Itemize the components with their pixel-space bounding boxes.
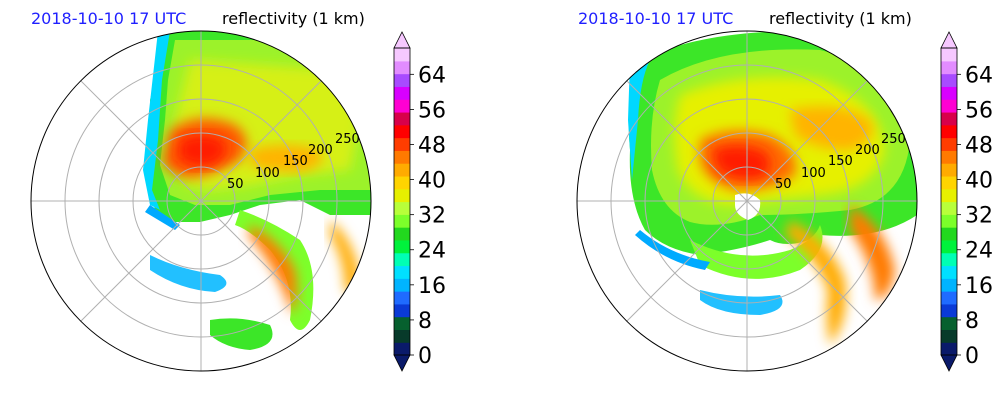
colorbar-tick-label: 16 [418,274,446,299]
colorbar-segment [394,175,410,190]
panel-right-ring-labels: 50 100 150 200 250 [775,132,906,192]
colorbar-segment [394,265,410,279]
panel-right-colorbar: 0 8 16 24 32 40 48 56 64 [940,31,993,372]
panel-left-colorbar: 0 8 16 24 32 40 48 56 64 [393,31,446,372]
ring-label-250: 250 [881,132,906,147]
colorbar-segment [394,111,410,126]
colorbar-extend-min [940,354,958,372]
colorbar-tick-label: 24 [418,239,446,264]
colorbar-tick-label: 32 [418,204,446,229]
colorbar-tick-label: 56 [965,98,993,123]
colorbar-segment [394,163,410,177]
ring-label-200: 200 [855,143,880,158]
colorbar-segment [941,252,957,267]
colorbar-outline [393,47,411,356]
colorbar-segment [941,111,957,126]
colorbar-tick-label: 8 [965,309,979,334]
colorbar-segment [941,73,957,87]
colorbar-segment [941,99,957,113]
colorbar-segment [941,175,957,190]
colorbar-segment [394,124,410,139]
colorbar-segment [394,188,410,203]
ring-label-100: 100 [801,166,826,181]
colorbar-segment [394,252,410,267]
panel-right: 2018-10-10 17 UTC reflectivity (1 km) [576,9,993,372]
colorbar-tick-label: 0 [418,344,432,369]
colorbar-segment [394,227,410,241]
colorbar-segment [394,86,410,100]
colorbar-segment [941,201,957,215]
ring-label-50: 50 [227,177,244,192]
colorbar-tick-label: 56 [418,98,446,123]
colorbar-segment [941,265,957,279]
panel-left-time-title: 2018-10-10 17 UTC [31,9,186,28]
panel-left: 2018-10-10 17 UTC reflectivity (1 km) [30,9,446,372]
colorbar-segment [941,124,957,139]
ring-label-50: 50 [775,177,792,192]
panel-right-polar-grid [577,31,917,371]
colorbar-extend-max [393,31,411,49]
ring-label-150: 150 [828,154,853,169]
colorbar-segment [394,150,410,164]
colorbar-segment [394,48,410,62]
colorbar-segment [941,214,957,228]
colorbar-tick-label: 40 [418,169,446,194]
colorbar-segment [941,60,957,75]
colorbar-segment [941,86,957,100]
colorbar-segment [941,137,957,151]
colorbar-segment [394,137,410,151]
colorbar-tick-label: 24 [965,239,993,264]
colorbar-tick-label: 48 [418,133,446,158]
ring-label-200: 200 [308,143,333,158]
colorbar-segment [394,73,410,87]
colorbar-segment [394,303,410,318]
colorbar-tick-label: 32 [965,204,993,229]
colorbar-extend-max [940,31,958,49]
ring-label-250: 250 [335,132,360,147]
colorbar-tick-label: 8 [418,309,432,334]
colorbar-segment [394,214,410,228]
colorbar-segment [941,227,957,241]
colorbar-segment [394,342,410,356]
colorbar-segment [394,201,410,215]
panel-left-polar-grid [31,31,371,371]
colorbar-tick-label: 0 [965,344,979,369]
ring-label-150: 150 [283,154,308,169]
colorbar-segment [941,342,957,356]
colorbar-segment [394,278,410,292]
colorbar-tick-label: 48 [965,133,993,158]
colorbar-segment [941,239,957,254]
colorbar-segment [941,163,957,177]
colorbar-tick-label: 16 [965,274,993,299]
colorbar-extend-min [393,354,411,372]
colorbar-segment [394,60,410,75]
panel-right-boundary [576,30,918,372]
panel-left-boundary [30,30,372,372]
colorbar-segment [394,316,410,331]
colorbar-segment [941,278,957,292]
colorbar-segment [394,239,410,254]
colorbar-segment [941,303,957,318]
panel-left-ring-labels: 50 100 150 200 250 [227,132,360,192]
ring-label-100: 100 [255,166,280,181]
colorbar-tick-label: 64 [965,63,993,88]
colorbar-tick-label: 64 [418,63,446,88]
panel-left-field-title: reflectivity (1 km) [222,9,365,28]
colorbar-tick-label: 40 [965,169,993,194]
colorbar-segment [941,48,957,62]
colorbar-segment [394,291,410,305]
panel-right-time-title: 2018-10-10 17 UTC [578,9,733,28]
colorbar-segment [941,150,957,164]
colorbar-segment [941,291,957,305]
colorbar-segment [941,329,957,343]
colorbar-segment [941,316,957,331]
colorbar-segment [941,188,957,203]
panel-right-field-title: reflectivity (1 km) [769,9,912,28]
colorbar-outline [940,47,958,356]
colorbar-segment [394,99,410,113]
colorbar-segment [394,329,410,343]
